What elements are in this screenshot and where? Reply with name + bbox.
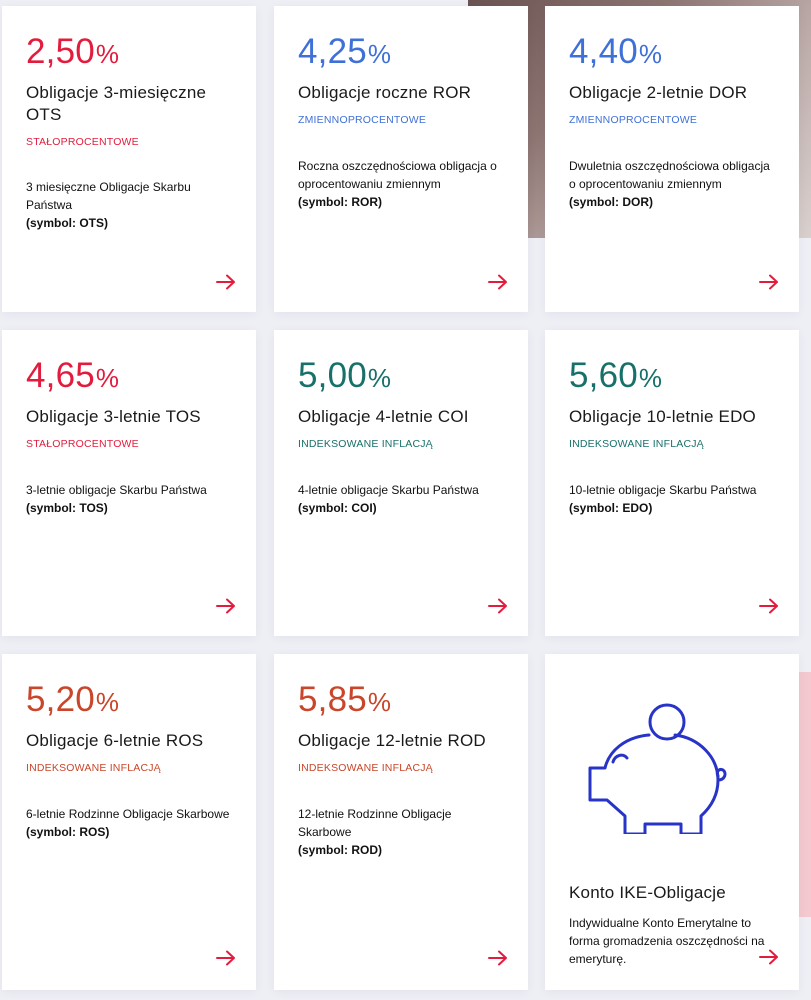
bond-title: Obligacje 3-miesięczne OTS	[26, 83, 207, 124]
bond-card-tos[interactable]: 4,65% Obligacje 3-letnie TOS STAŁOPROCEN…	[2, 330, 256, 636]
arrow-right-icon[interactable]	[488, 950, 508, 966]
rate-value: 5,20%	[26, 680, 120, 719]
bond-symbol: (symbol: COI)	[298, 501, 377, 515]
bond-type-tag: INDEKSOWANE INFLACJĄ	[569, 438, 704, 450]
rate-value: 5,60%	[569, 356, 663, 395]
bond-type-tag: ZMIENNOPROCENTOWE	[569, 114, 698, 126]
bond-card-edo[interactable]: 5,60% Obligacje 10-letnie EDO INDEKSOWAN…	[545, 330, 799, 636]
bond-description: 12-letnie Rodzinne Obligacje Skarbowe (s…	[298, 805, 508, 859]
bond-description: 10-letnie obligacje Skarbu Państwa (symb…	[569, 481, 779, 517]
piggy-bank-icon	[588, 703, 727, 834]
bond-title: Obligacje 3-letnie TOS	[26, 407, 201, 426]
arrow-right-icon[interactable]	[488, 274, 508, 290]
arrow-right-icon[interactable]	[759, 598, 779, 614]
bond-title: Obligacje 6-letnie ROS	[26, 731, 204, 750]
arrow-right-icon[interactable]	[759, 274, 779, 290]
bond-symbol: (symbol: ROS)	[26, 825, 110, 839]
ike-description: Indywidualne Konto Emerytalne to forma g…	[569, 916, 765, 966]
bond-description: Dwuletnia oszczędnościowa obligacja o op…	[569, 157, 779, 211]
arrow-right-icon[interactable]	[759, 949, 779, 965]
bond-description: 3 miesięczne Obligacje Skarbu Państwa (s…	[26, 178, 236, 232]
bond-type-tag: INDEKSOWANE INFLACJĄ	[298, 762, 433, 774]
arrow-right-icon[interactable]	[216, 950, 236, 966]
bond-card-coi[interactable]: 5,00% Obligacje 4-letnie COI INDEKSOWANE…	[274, 330, 528, 636]
rate-value: 5,00%	[298, 356, 392, 395]
rate-value: 4,65%	[26, 356, 120, 395]
bond-title: Obligacje roczne ROR	[298, 83, 472, 102]
bond-type-tag: INDEKSOWANE INFLACJĄ	[298, 438, 433, 450]
bond-type-tag: STAŁOPROCENTOWE	[26, 438, 139, 450]
bond-title: Obligacje 4-letnie COI	[298, 407, 469, 426]
bond-card-ots[interactable]: 2,50% Obligacje 3-miesięczne OTS STAŁOPR…	[2, 6, 256, 312]
arrow-right-icon[interactable]	[488, 598, 508, 614]
bond-description: 4-letnie obligacje Skarbu Państwa (symbo…	[298, 481, 508, 517]
bond-type-tag: STAŁOPROCENTOWE	[26, 136, 139, 148]
bond-type-tag: INDEKSOWANE INFLACJĄ	[26, 762, 161, 774]
bond-symbol: (symbol: ROD)	[298, 843, 382, 857]
bond-symbol: (symbol: DOR)	[569, 195, 653, 209]
bond-symbol: (symbol: TOS)	[26, 501, 108, 515]
ike-title: Konto IKE-Obligacje	[569, 883, 726, 902]
rate-value: 2,50%	[26, 32, 120, 71]
arrow-right-icon[interactable]	[216, 598, 236, 614]
arrow-right-icon[interactable]	[216, 274, 236, 290]
background-accent	[799, 672, 811, 917]
bond-card-rod[interactable]: 5,85% Obligacje 12-letnie ROD INDEKSOWAN…	[274, 654, 528, 990]
bond-card-dor[interactable]: 4,40% Obligacje 2-letnie DOR ZMIENNOPROC…	[545, 6, 799, 312]
bond-card-ros[interactable]: 5,20% Obligacje 6-letnie ROS INDEKSOWANE…	[2, 654, 256, 990]
rate-value: 5,85%	[298, 680, 392, 719]
bond-symbol: (symbol: OTS)	[26, 216, 109, 230]
bond-type-tag: ZMIENNOPROCENTOWE	[298, 114, 427, 126]
bond-title: Obligacje 12-letnie ROD	[298, 731, 486, 750]
bond-title: Obligacje 2-letnie DOR	[569, 83, 748, 102]
bond-description: 6-letnie Rodzinne Obligacje Skarbowe (sy…	[26, 805, 236, 841]
bond-symbol: (symbol: ROR)	[298, 195, 382, 209]
rate-value: 4,40%	[569, 32, 663, 71]
bond-card-ror[interactable]: 4,25% Obligacje roczne ROR ZMIENNOPROCEN…	[274, 6, 528, 312]
bond-title: Obligacje 10-letnie EDO	[569, 407, 756, 426]
bond-symbol: (symbol: EDO)	[569, 501, 653, 515]
bond-description: 3-letnie obligacje Skarbu Państwa (symbo…	[26, 481, 236, 517]
rate-value: 4,25%	[298, 32, 392, 71]
ike-account-card[interactable]: Konto IKE-Obligacje Indywidualne Konto E…	[545, 654, 799, 990]
bond-description: Roczna oszczędnościowa obligacja o oproc…	[298, 157, 508, 211]
